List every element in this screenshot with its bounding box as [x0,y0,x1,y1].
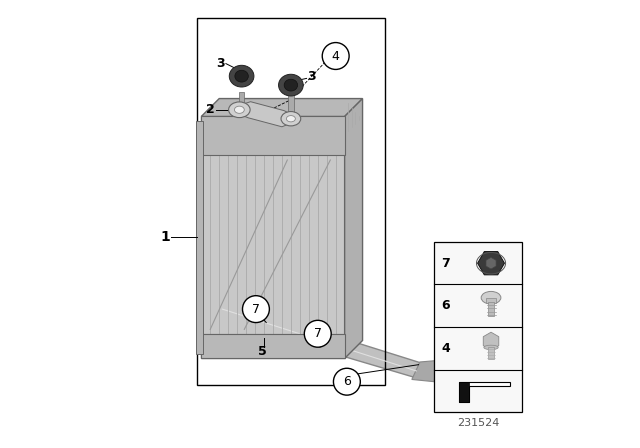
Circle shape [333,368,360,395]
Bar [202,116,344,358]
Bar [288,92,294,116]
Polygon shape [221,302,421,379]
Text: 3: 3 [308,69,316,83]
Ellipse shape [284,79,298,91]
Text: 231524: 231524 [457,418,499,428]
Ellipse shape [235,70,248,82]
Polygon shape [239,102,291,127]
Text: 2: 2 [206,103,214,116]
Text: 6: 6 [441,299,450,312]
Bar [486,298,497,303]
Bar [196,121,203,354]
Ellipse shape [278,74,303,96]
Polygon shape [412,361,436,382]
Bar [197,18,385,385]
Text: 4: 4 [441,342,450,355]
Polygon shape [202,99,362,116]
Text: 5: 5 [259,345,267,358]
Bar [459,382,469,402]
Text: 7: 7 [441,257,450,270]
Text: 7: 7 [314,327,322,340]
Bar [488,348,493,359]
Ellipse shape [481,292,501,304]
Ellipse shape [234,106,244,113]
Ellipse shape [281,112,301,126]
Bar [202,116,344,155]
Ellipse shape [484,345,498,349]
Text: 4: 4 [332,49,340,63]
Circle shape [243,296,269,323]
Circle shape [305,320,332,347]
Text: 1: 1 [161,230,170,245]
Ellipse shape [287,116,296,122]
Bar [202,334,344,358]
Ellipse shape [229,65,254,87]
Text: 7: 7 [252,302,260,316]
Bar [239,92,244,116]
Circle shape [323,43,349,69]
Bar [435,242,522,412]
Ellipse shape [228,102,250,117]
Polygon shape [217,301,230,323]
Polygon shape [344,99,362,358]
Bar [488,302,494,316]
Polygon shape [459,382,511,402]
Text: 3: 3 [216,57,225,70]
Text: 6: 6 [343,375,351,388]
